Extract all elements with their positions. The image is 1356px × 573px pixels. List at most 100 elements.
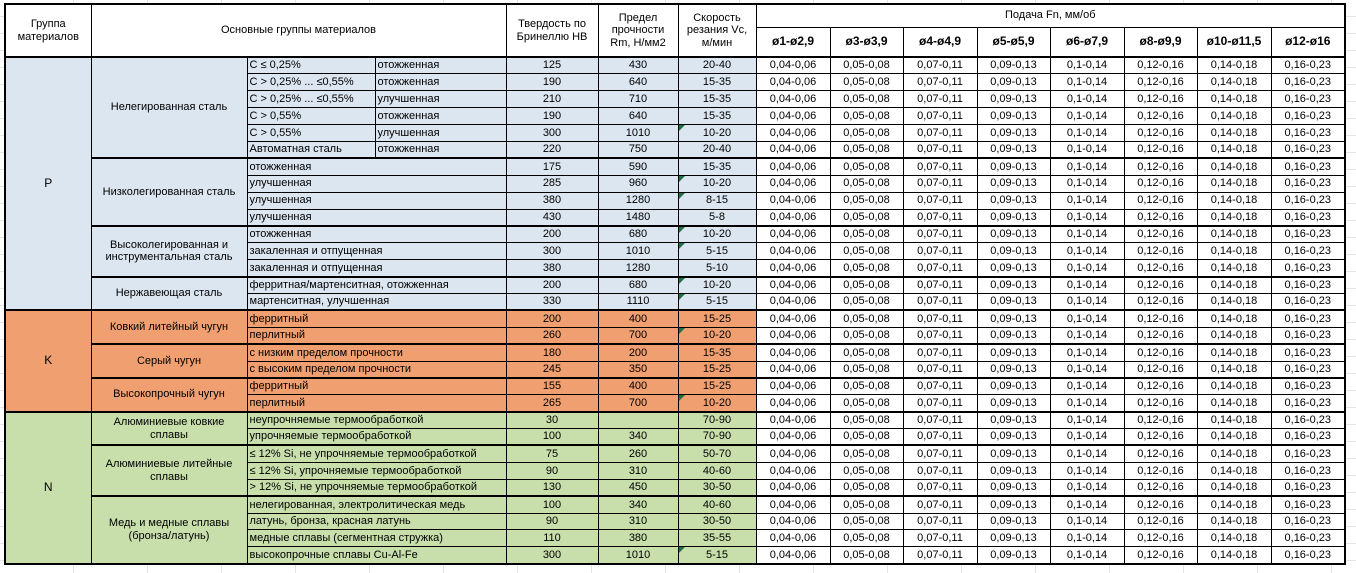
hardness-cell[interactable]: 130 — [505, 478, 599, 497]
strength-cell[interactable]: 340 — [597, 428, 679, 446]
strength-cell[interactable]: 340 — [597, 495, 679, 514]
strength-cell[interactable]: 310 — [597, 512, 679, 531]
header-feed-title[interactable]: Подача Fn, мм/об — [755, 3, 1346, 28]
feed-value-cell[interactable]: 0,09-0,13 — [976, 191, 1051, 210]
feed-value-cell[interactable]: 0,05-0,08 — [829, 410, 904, 430]
material-description-cell[interactable]: отожженная — [246, 224, 507, 244]
hardness-cell[interactable]: 300 — [505, 124, 599, 142]
feed-value-cell[interactable]: 0,16-0,23 — [1270, 410, 1346, 430]
hardness-cell[interactable]: 200 — [505, 275, 599, 294]
feed-value-cell[interactable]: 0,16-0,23 — [1270, 495, 1346, 514]
feed-value-cell[interactable]: 0,14-0,18 — [1196, 242, 1272, 261]
hardness-cell[interactable]: 300 — [505, 242, 599, 261]
hardness-cell[interactable]: 200 — [505, 224, 599, 244]
strength-cell[interactable]: 680 — [597, 224, 679, 244]
strength-cell[interactable] — [597, 410, 679, 430]
feed-value-cell[interactable]: 0,14-0,18 — [1196, 73, 1272, 92]
subgroup-name-cell[interactable]: Высокопрочный чугун — [90, 376, 248, 413]
feed-value-cell[interactable]: 0,04-0,06 — [755, 56, 831, 75]
strength-cell[interactable]: 1110 — [597, 292, 679, 311]
feed-value-cell[interactable]: 0,16-0,23 — [1270, 73, 1346, 92]
subgroup-name-cell[interactable]: Низколегированная сталь — [90, 157, 248, 227]
feed-value-cell[interactable]: 0,05-0,08 — [829, 461, 904, 480]
feed-value-cell[interactable]: 0,09-0,13 — [976, 360, 1051, 379]
feed-value-cell[interactable]: 0,09-0,13 — [976, 73, 1051, 92]
feed-value-cell[interactable]: 0,07-0,11 — [902, 107, 978, 126]
feed-value-cell[interactable]: 0,14-0,18 — [1196, 394, 1272, 413]
material-description-cell[interactable]: мартенситная, улучшенная — [246, 292, 507, 311]
feed-value-cell[interactable]: 0,07-0,11 — [902, 410, 978, 430]
feed-value-cell[interactable]: 0,07-0,11 — [902, 124, 978, 142]
strength-cell[interactable]: 960 — [597, 174, 679, 193]
feed-value-cell[interactable]: 0,04-0,06 — [755, 529, 831, 548]
hardness-cell[interactable]: 300 — [505, 546, 599, 565]
feed-value-cell[interactable]: 0,04-0,06 — [755, 546, 831, 565]
strength-cell[interactable]: 1280 — [597, 259, 679, 278]
material-description-cell[interactable]: улучшенная — [374, 124, 507, 142]
feed-value-cell[interactable]: 0,09-0,13 — [976, 275, 1051, 294]
subgroup-name-cell[interactable]: Медь и медные сплавы (бронза/латунь) — [90, 495, 248, 565]
feed-value-cell[interactable]: 0,07-0,11 — [902, 292, 978, 311]
feed-value-cell[interactable]: 0,09-0,13 — [976, 461, 1051, 480]
feed-value-cell[interactable]: 0,04-0,06 — [755, 292, 831, 311]
strength-cell[interactable]: 400 — [597, 376, 679, 396]
header-main-material-groups[interactable]: Основные группы материалов — [90, 3, 507, 58]
feed-value-cell[interactable]: 0,07-0,11 — [902, 242, 978, 261]
material-description-cell[interactable]: ферритная/мартенситная, отожженная — [246, 275, 507, 294]
feed-value-cell[interactable]: 0,1-0,14 — [1049, 224, 1125, 244]
feed-value-cell[interactable]: 0,12-0,16 — [1123, 360, 1198, 379]
header-feed-diameter[interactable]: ø12-ø16 — [1270, 26, 1346, 58]
hardness-cell[interactable]: 210 — [505, 90, 599, 109]
header-feed-diameter[interactable]: ø3-ø3,9 — [829, 26, 904, 58]
feed-value-cell[interactable]: 0,09-0,13 — [976, 495, 1051, 514]
hardness-cell[interactable]: 380 — [505, 191, 599, 210]
feed-value-cell[interactable]: 0,09-0,13 — [976, 140, 1051, 159]
feed-value-cell[interactable]: 0,14-0,18 — [1196, 360, 1272, 379]
feed-value-cell[interactable]: 0,12-0,16 — [1123, 56, 1198, 75]
feed-value-cell[interactable]: 0,1-0,14 — [1049, 410, 1125, 430]
feed-value-cell[interactable]: 0,12-0,16 — [1123, 107, 1198, 126]
speed-cell[interactable]: 50-70 — [677, 444, 757, 463]
feed-value-cell[interactable]: 0,12-0,16 — [1123, 343, 1198, 362]
feed-value-cell[interactable]: 0,05-0,08 — [829, 140, 904, 159]
feed-value-cell[interactable]: 0,05-0,08 — [829, 529, 904, 548]
subgroup-name-cell[interactable]: Алюминиевые литейные сплавы — [90, 444, 248, 497]
feed-value-cell[interactable]: 0,1-0,14 — [1049, 394, 1125, 413]
feed-value-cell[interactable]: 0,14-0,18 — [1196, 292, 1272, 311]
feed-value-cell[interactable]: 0,05-0,08 — [829, 309, 904, 328]
feed-value-cell[interactable]: 0,12-0,16 — [1123, 124, 1198, 142]
feed-value-cell[interactable]: 0,05-0,08 — [829, 73, 904, 92]
material-description-cell[interactable]: с высоким пределом прочности — [246, 360, 507, 379]
hardness-cell[interactable]: 190 — [505, 73, 599, 92]
group-code-cell-N[interactable]: N — [4, 410, 92, 565]
feed-value-cell[interactable]: 0,05-0,08 — [829, 259, 904, 278]
feed-value-cell[interactable]: 0,12-0,16 — [1123, 546, 1198, 565]
feed-value-cell[interactable]: 0,04-0,06 — [755, 224, 831, 244]
material-description-cell[interactable]: ≤ 12% Si, не упрочняемые термообработкой — [246, 444, 507, 463]
feed-value-cell[interactable]: 0,07-0,11 — [902, 224, 978, 244]
hardness-cell[interactable]: 100 — [505, 495, 599, 514]
strength-cell[interactable]: 640 — [597, 107, 679, 126]
feed-value-cell[interactable]: 0,14-0,18 — [1196, 529, 1272, 548]
feed-value-cell[interactable]: 0,05-0,08 — [829, 376, 904, 396]
feed-value-cell[interactable]: 0,04-0,06 — [755, 259, 831, 278]
hardness-cell[interactable]: 285 — [505, 174, 599, 193]
speed-cell[interactable]: 10-20 — [677, 394, 757, 413]
hardness-cell[interactable]: 90 — [505, 461, 599, 480]
feed-value-cell[interactable]: 0,09-0,13 — [976, 343, 1051, 362]
feed-value-cell[interactable]: 0,09-0,13 — [976, 428, 1051, 446]
feed-value-cell[interactable]: 0,07-0,11 — [902, 90, 978, 109]
feed-value-cell[interactable]: 0,04-0,06 — [755, 495, 831, 514]
feed-value-cell[interactable]: 0,04-0,06 — [755, 73, 831, 92]
header-feed-diameter[interactable]: ø1-ø2,9 — [755, 26, 831, 58]
feed-value-cell[interactable]: 0,1-0,14 — [1049, 275, 1125, 294]
feed-value-cell[interactable]: 0,1-0,14 — [1049, 208, 1125, 227]
feed-value-cell[interactable]: 0,04-0,06 — [755, 444, 831, 463]
header-tensile-strength[interactable]: Предел прочности Rm, Н/мм2 — [597, 3, 679, 58]
material-description-cell[interactable]: Автоматная сталь — [246, 140, 376, 159]
feed-value-cell[interactable]: 0,05-0,08 — [829, 224, 904, 244]
feed-value-cell[interactable]: 0,14-0,18 — [1196, 444, 1272, 463]
feed-value-cell[interactable]: 0,12-0,16 — [1123, 326, 1198, 345]
feed-value-cell[interactable]: 0,09-0,13 — [976, 174, 1051, 193]
feed-value-cell[interactable]: 0,07-0,11 — [902, 360, 978, 379]
